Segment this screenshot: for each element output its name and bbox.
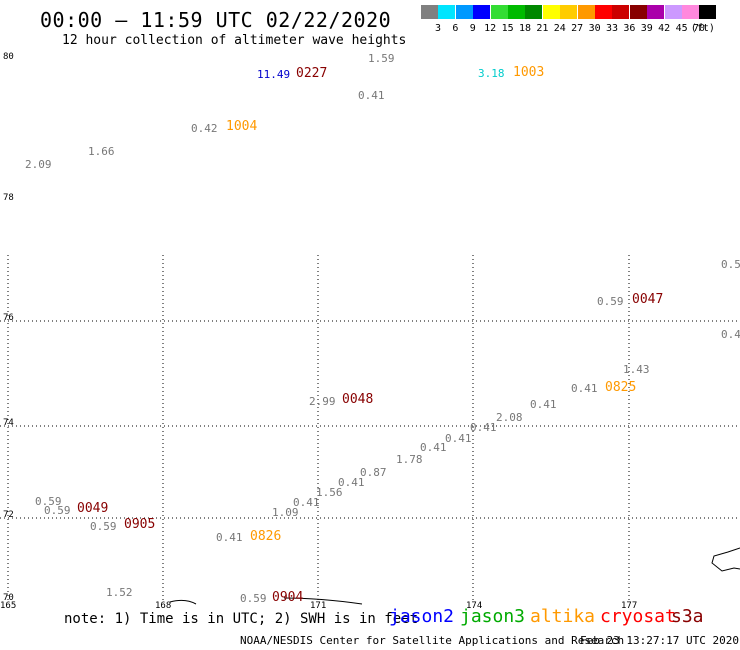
swh-value: 11.49 xyxy=(257,68,291,81)
credit-text: NOAA/NESDIS Center for Satellite Applica… xyxy=(240,634,625,647)
swh-value: 0.59 xyxy=(44,504,71,517)
swh-value: 1.43 xyxy=(623,363,650,376)
legend-swatch xyxy=(473,5,491,19)
swh-value: 0.41 xyxy=(358,89,385,102)
legend-swatch xyxy=(455,5,473,19)
legend-label: 12 xyxy=(484,23,497,34)
swh-value: 0.59 xyxy=(35,495,62,508)
legend-label: 6 xyxy=(452,23,459,34)
legend-label: 36 xyxy=(623,23,636,34)
legend-label: 18 xyxy=(518,23,532,34)
swh-value: 1.66 xyxy=(88,145,115,158)
legend-label: 70 xyxy=(692,23,706,34)
legend-swatch xyxy=(612,5,630,19)
lat-tick-label: 76 xyxy=(3,313,14,323)
swh-value: 0.4 xyxy=(721,328,740,341)
legend-swatch xyxy=(508,5,525,19)
swh-value: 0.41 xyxy=(216,531,243,544)
swh-value: 3.18 xyxy=(478,67,505,80)
page-title: 00:00 – 11:59 UTC 02/22/2020 xyxy=(40,8,392,32)
pass-time-label: 0826 xyxy=(250,529,282,544)
coastline-bottom xyxy=(169,597,363,605)
pass-time-label: 0227 xyxy=(296,66,328,81)
legend-label: 39 xyxy=(640,23,653,34)
lat-tick-label: 80 xyxy=(3,52,14,62)
pass-time-label: 0904 xyxy=(272,590,304,605)
swh-value: 2.09 xyxy=(25,158,52,171)
legend-swatch xyxy=(682,5,699,19)
swh-value: 0.59 xyxy=(721,258,740,271)
note-text: note: 1) Time is in UTC; 2) SWH is in fe… xyxy=(64,611,419,627)
lon-tick-label: 165 xyxy=(0,601,17,611)
swh-value: 0.59 xyxy=(597,295,624,308)
lon-tick-label: 177 xyxy=(621,601,638,611)
legend-swatch xyxy=(629,5,647,19)
legend-label: 24 xyxy=(553,23,566,34)
swh-value: 0.41 xyxy=(445,432,472,445)
satellite-jason2: jason2 xyxy=(389,606,455,627)
legend-label: 3 xyxy=(434,23,442,34)
legend-swatch xyxy=(664,5,682,19)
swh-value: 2.99 xyxy=(309,395,336,408)
swh-value: 0.87 xyxy=(360,466,387,479)
pass-time-label: 1004 xyxy=(226,119,258,134)
legend-swatch xyxy=(490,5,508,19)
pass-time-label: 0905 xyxy=(124,517,156,532)
swh-value: 1.09 xyxy=(272,506,299,519)
legend-label: 33 xyxy=(605,23,619,34)
swh-value: 0.41 xyxy=(470,421,497,434)
legend-swatch xyxy=(699,5,717,19)
legend-swatch xyxy=(577,5,595,19)
legend-swatch xyxy=(542,5,560,19)
legend-label: 15 xyxy=(501,23,514,34)
lon-tick-label: 174 xyxy=(466,601,483,611)
coastline-right xyxy=(711,547,740,572)
swh-value: 0.59 xyxy=(90,520,117,533)
page-subtitle: 12 hour collection of altimeter wave hei… xyxy=(62,33,407,48)
swh-value: 1.78 xyxy=(396,453,423,466)
legend-unit: (ft) xyxy=(690,23,715,34)
swh-value: 0.41 xyxy=(293,496,320,509)
swh-value: 1.52 xyxy=(106,586,133,599)
legend-label: 21 xyxy=(536,23,549,34)
pass-time-label: 0825 xyxy=(605,380,637,395)
swh-value: 0.41 xyxy=(338,476,365,489)
lon-tick-label: 171 xyxy=(310,601,327,611)
satellite-altika: altika xyxy=(530,606,596,627)
legend-swatch xyxy=(647,5,665,19)
satellite-cryosat: cryosat xyxy=(600,606,676,627)
pass-time-label: 0048 xyxy=(342,392,374,407)
legend-swatch xyxy=(421,5,438,19)
lon-tick-label: 168 xyxy=(155,601,172,611)
legend-swatch xyxy=(525,5,543,19)
satellite-jason3: jason3 xyxy=(460,606,526,627)
pass-time-label: 0049 xyxy=(77,501,109,516)
legend-label: 30 xyxy=(588,23,601,34)
swh-value: 0.41 xyxy=(571,382,598,395)
legend-swatch xyxy=(438,5,456,19)
swh-value: 0.41 xyxy=(420,441,447,454)
legend-label: 45 xyxy=(675,23,688,34)
legend-label: 9 xyxy=(469,23,476,34)
lat-tick-label: 78 xyxy=(3,193,14,203)
legend-label: 42 xyxy=(658,23,671,34)
swh-value: 1.59 xyxy=(368,52,395,65)
swh-value: 1.56 xyxy=(316,486,343,499)
legend-label: 27 xyxy=(571,23,584,34)
timestamp-text: Feb 23 13:27:17 UTC 2020 xyxy=(580,634,739,647)
pass-time-label: 1003 xyxy=(513,65,545,80)
pass-time-label: 0047 xyxy=(632,292,664,307)
swh-value: 0.41 xyxy=(530,398,557,411)
lat-tick-label: 74 xyxy=(3,418,14,428)
swh-value: 2.08 xyxy=(496,411,523,424)
lat-tick-label: 72 xyxy=(3,510,14,520)
satellite-s3a: s3a xyxy=(671,606,704,627)
lat-tick-label: 70 xyxy=(3,593,14,603)
legend-swatch xyxy=(560,5,578,19)
legend-swatch xyxy=(595,5,612,19)
swh-value: 0.42 xyxy=(191,122,218,135)
swh-value: 0.59 xyxy=(240,592,267,605)
